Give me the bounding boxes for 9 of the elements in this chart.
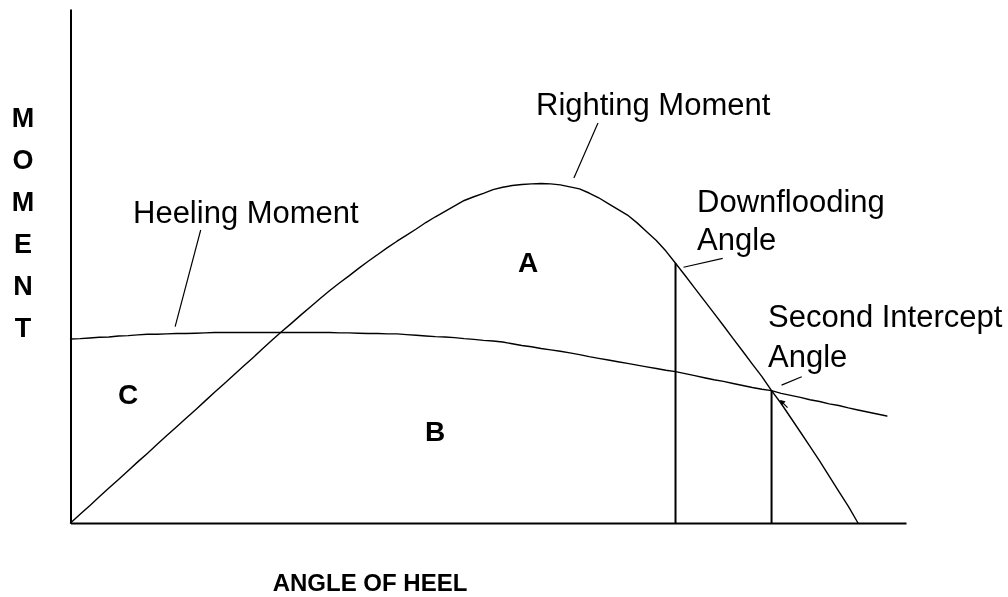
x-axis-title: ANGLE OF HEEL: [272, 569, 468, 596]
annotation: C: [117, 378, 139, 410]
text: Heeling Moment: [133, 195, 360, 230]
annotation: A: [517, 246, 539, 278]
annotation: Second Intercept Angle: [768, 298, 1003, 374]
y-axis-title: MOMENT: [11, 103, 35, 343]
series-label: Righting Moment: [536, 87, 771, 122]
annotation: Downflooding Angle: [697, 183, 885, 258]
annotation: B: [424, 415, 446, 447]
